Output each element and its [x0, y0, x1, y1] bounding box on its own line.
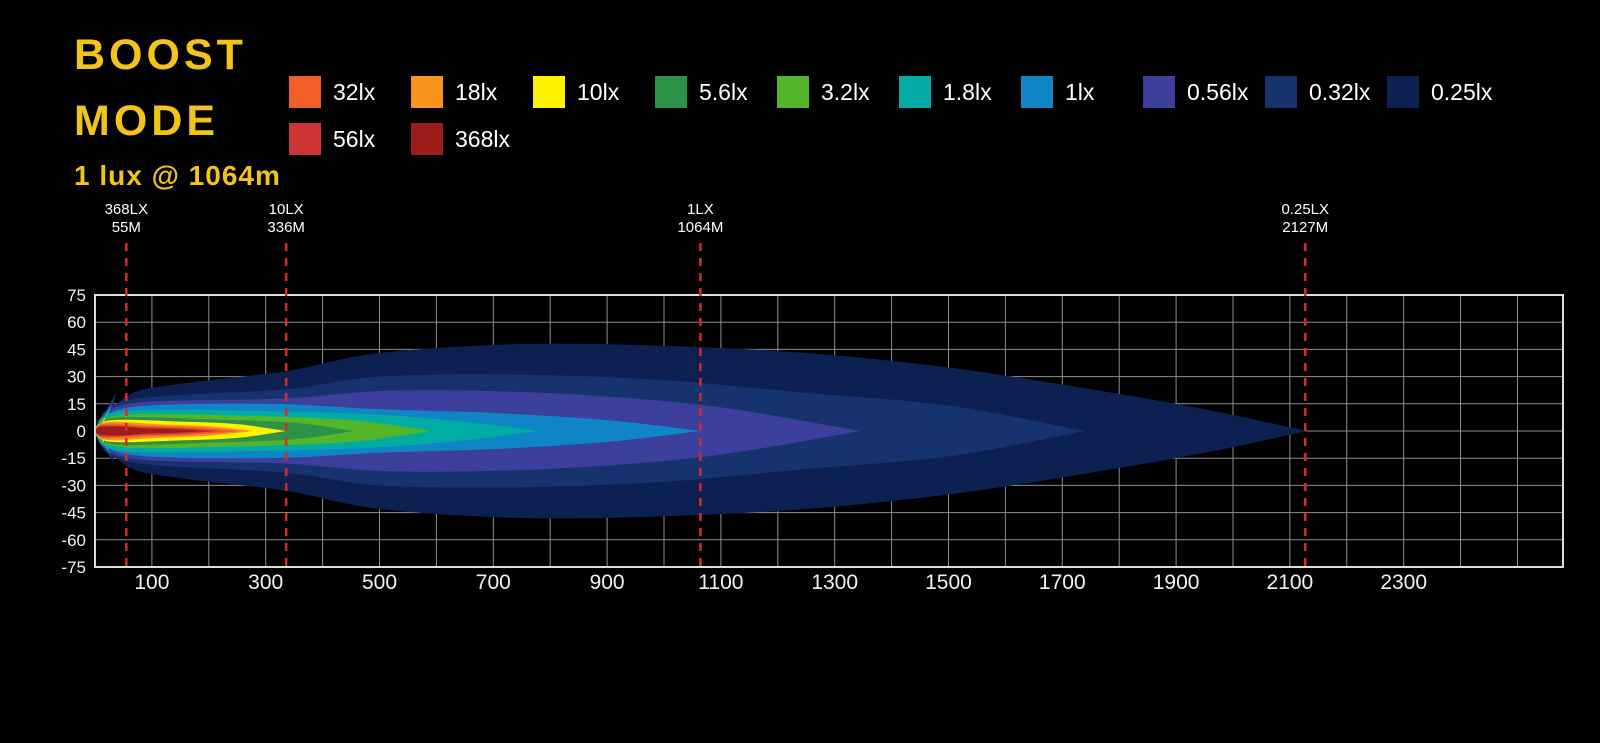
legend-item: 18lx: [411, 76, 533, 108]
legend-swatch: [655, 76, 687, 108]
svg-text:500: 500: [362, 571, 397, 594]
legend-swatch: [1265, 76, 1297, 108]
svg-text:-30: -30: [61, 476, 86, 495]
legend-swatch: [289, 123, 321, 155]
x-axis-tick-labels: 100 300 500 700 900 1100 1300 1500 1700 1900 2100 2…: [134, 571, 1427, 594]
distance-marker-10LX: 10LX 336M: [267, 201, 305, 567]
legend-item-label: 10lx: [577, 78, 620, 105]
page-title-line2: MODE: [74, 97, 219, 145]
legend-swatch: [411, 123, 443, 155]
svg-text:1300: 1300: [811, 571, 858, 594]
contour-368lx: [95, 426, 206, 436]
svg-text:300: 300: [248, 571, 283, 594]
svg-text:1700: 1700: [1039, 571, 1086, 594]
legend-swatch: [289, 76, 321, 108]
legend-swatch: [1021, 76, 1053, 108]
legend-swatch: [777, 76, 809, 108]
legend-swatch: [899, 76, 931, 108]
svg-text:-45: -45: [61, 504, 86, 523]
svg-text:2100: 2100: [1267, 571, 1314, 594]
legend-item-label: 56lx: [333, 125, 376, 152]
svg-text:1500: 1500: [925, 571, 972, 594]
svg-text:100: 100: [134, 571, 169, 594]
legend: 32lx 18lx 10lx 5.6lx 3.2lx 1.8lx 1lx 0.56lx 0.32…: [289, 76, 1564, 155]
svg-text:-60: -60: [61, 531, 86, 550]
svg-text:30: 30: [67, 368, 86, 387]
distance-marker-1LX: 1LX 1064M: [677, 201, 723, 567]
legend-item: 3.2lx: [777, 76, 899, 108]
legend-item: 10lx: [533, 76, 655, 108]
page-subtitle: 1 lux @ 1064m: [74, 160, 281, 191]
svg-text:2300: 2300: [1380, 571, 1427, 594]
legend-item-label: 32lx: [333, 78, 376, 105]
legend-swatch: [533, 76, 565, 108]
svg-text:0: 0: [77, 422, 86, 441]
svg-text:900: 900: [590, 571, 625, 594]
marker-label: 1LX 1064M: [677, 201, 723, 236]
marker-label: 10LX 336M: [267, 201, 305, 236]
legend-item: 368lx: [411, 123, 533, 155]
title-block: BOOST MODE 1 lux @ 1064m: [74, 22, 281, 192]
legend-item-label: 0.25lx: [1431, 78, 1493, 105]
legend-item-label: 1.8lx: [943, 78, 992, 105]
svg-text:45: 45: [67, 340, 86, 359]
legend-item: 56lx: [289, 123, 411, 155]
svg-text:15: 15: [67, 395, 86, 414]
svg-text:-75: -75: [61, 558, 86, 577]
legend-item: 5.6lx: [655, 76, 777, 108]
svg-text:700: 700: [476, 571, 511, 594]
svg-text:75: 75: [67, 286, 86, 305]
legend-item-label: 0.32lx: [1309, 78, 1371, 105]
legend-item: 1lx: [1021, 76, 1143, 108]
legend-swatch: [411, 76, 443, 108]
svg-text:60: 60: [67, 313, 86, 332]
y-axis-tick-labels: 75 60 45 30 15 0 -15 -30 -45 -60 -75: [61, 286, 86, 577]
legend-item: 0.32lx: [1265, 76, 1387, 108]
legend-swatch: [1387, 76, 1419, 108]
marker-label: 368LX 55M: [105, 201, 148, 236]
legend-item-label: 0.56lx: [1187, 78, 1249, 105]
legend-item-label: 5.6lx: [699, 78, 748, 105]
legend-item-label: 1lx: [1065, 78, 1095, 105]
distance-marker-368LX: 368LX 55M: [105, 201, 148, 567]
legend-item: 0.56lx: [1143, 76, 1265, 108]
legend-item: 0.25lx: [1387, 76, 1509, 108]
legend-item-label: 3.2lx: [821, 78, 870, 105]
marker-label: 0.25LX 2127M: [1281, 201, 1329, 236]
plot-border: [94, 294, 1564, 568]
svg-text:1900: 1900: [1153, 571, 1200, 594]
legend-item-label: 18lx: [455, 78, 498, 105]
svg-text:1100: 1100: [698, 571, 743, 594]
legend-item: 32lx: [289, 76, 411, 108]
distance-marker-0.25LX: 0.25LX 2127M: [1281, 201, 1329, 567]
legend-item-label: 368lx: [455, 125, 510, 152]
svg-text:-15: -15: [61, 449, 86, 468]
page-title-line1: BOOST: [74, 31, 247, 79]
legend-item: 1.8lx: [899, 76, 1021, 108]
legend-swatch: [1143, 76, 1175, 108]
